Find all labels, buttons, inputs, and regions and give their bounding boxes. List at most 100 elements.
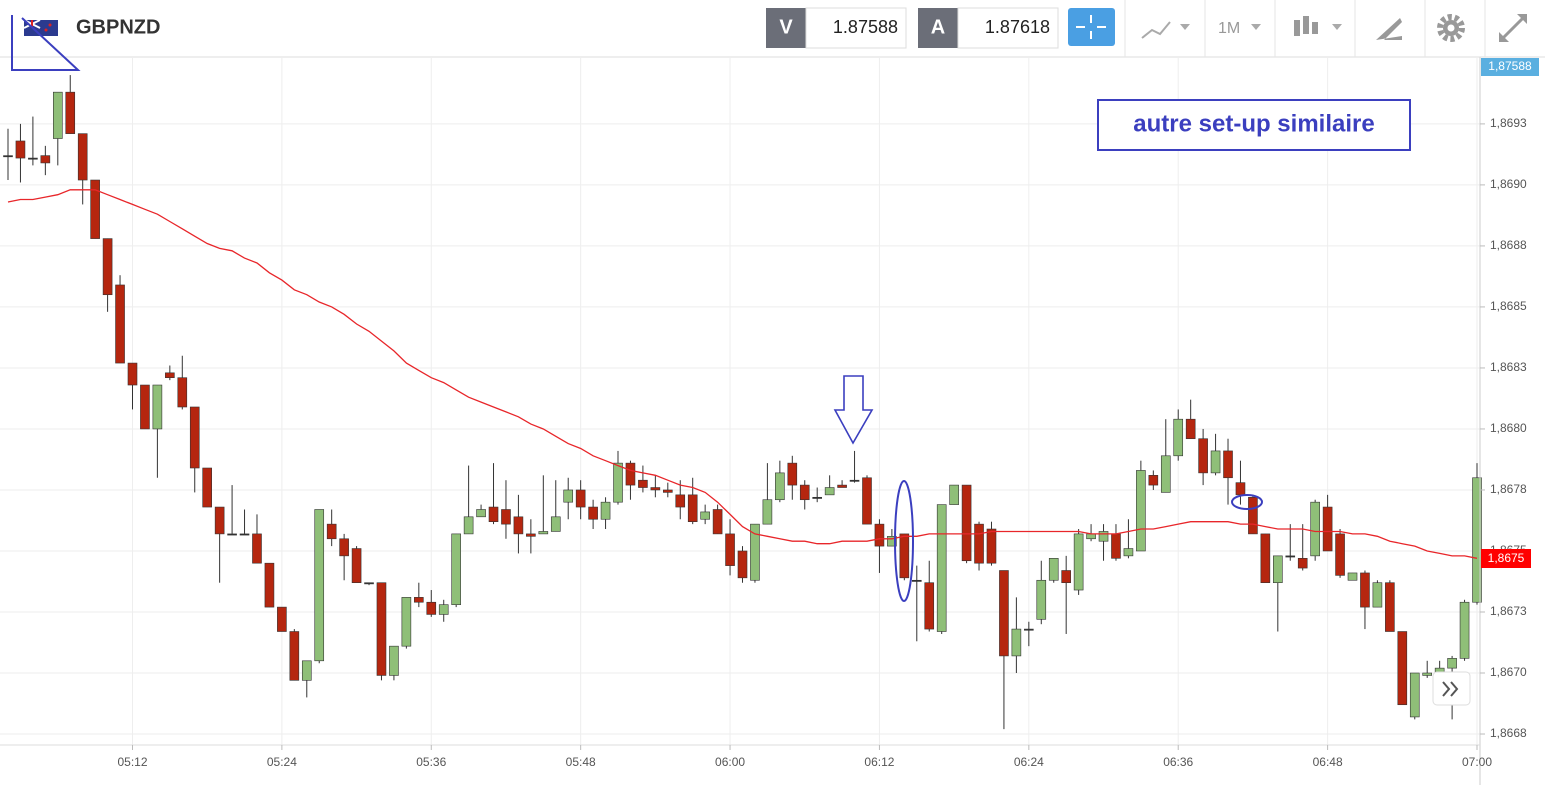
candle-body (1210, 450, 1221, 474)
candle-body (314, 509, 325, 662)
candle-body (849, 479, 860, 482)
candle-body (364, 582, 374, 585)
candle-body (1297, 558, 1308, 569)
candle-body (189, 406, 200, 469)
y-tick-label: 1,8688 (1490, 238, 1527, 252)
scroll-button[interactable] (1432, 671, 1471, 706)
y-tick-label: 1,8683 (1490, 360, 1527, 374)
candle-body (90, 179, 100, 239)
candle-body (488, 506, 499, 522)
drawing-button[interactable] (1376, 18, 1402, 40)
candle-body (1148, 475, 1159, 486)
candle-body (538, 531, 549, 535)
candle-body (799, 484, 810, 501)
x-tick-label: 06:24 (1014, 755, 1044, 769)
candle-body (887, 536, 897, 547)
candle-body (899, 533, 910, 579)
candle-body (1385, 582, 1395, 632)
candle-body (1285, 555, 1296, 558)
crosshair-button[interactable] (1068, 8, 1115, 46)
y-tick-label: 1,8670 (1490, 665, 1527, 679)
candle-body (588, 506, 598, 520)
y-tick-label: 1,8693 (1490, 116, 1527, 130)
candle-body (202, 467, 212, 508)
candle-body (613, 462, 623, 503)
y-tick-label: 1,8678 (1490, 482, 1527, 496)
x-tick-label: 05:12 (117, 755, 147, 769)
candle-body (1024, 628, 1034, 631)
x-tick-label: 07:00 (1462, 755, 1492, 769)
candle-body (1322, 506, 1333, 552)
annotation-text: autre set-up similaire (1133, 110, 1374, 137)
candle-body (252, 533, 262, 564)
candle-body (77, 133, 88, 181)
candle-body (974, 523, 984, 564)
candle-body (1061, 570, 1071, 584)
fullscreen-button[interactable] (1499, 14, 1527, 42)
candle-body (1073, 533, 1084, 591)
price-tag-label: 1,87588 (1488, 59, 1532, 73)
settings-button[interactable] (1437, 14, 1465, 42)
candle-body (52, 91, 63, 139)
candle-body (152, 384, 163, 430)
candle-body (1123, 548, 1134, 557)
candle-body (1198, 438, 1208, 474)
candle-body (239, 533, 250, 536)
x-tick-label: 06:48 (1313, 755, 1343, 769)
candle-body (289, 631, 300, 681)
candle-body (1260, 533, 1271, 584)
symbol[interactable]: GBPNZD (76, 16, 160, 38)
candle-body (1409, 672, 1420, 718)
candle-body (1422, 672, 1433, 676)
candle-body (1347, 572, 1358, 581)
candle-body (1335, 533, 1345, 576)
candle-body (961, 484, 972, 562)
ask-button[interactable] (918, 8, 958, 48)
candle-body (1086, 533, 1096, 540)
overlay-line (7, 189, 1478, 559)
y-tick-label: 1,8668 (1490, 726, 1527, 740)
candle-body (1360, 572, 1370, 608)
candle-body (1223, 450, 1233, 479)
candle-body (911, 579, 922, 582)
y-tick-label: 1,8673 (1490, 604, 1527, 618)
candle-body (1048, 558, 1059, 581)
candle-body (824, 487, 835, 496)
candle-body (725, 533, 735, 566)
chart-type-button[interactable] (1141, 21, 1190, 39)
candle-body (102, 238, 113, 296)
candle-body (1310, 501, 1320, 557)
candle-body (414, 597, 424, 603)
candle-body (140, 384, 150, 430)
bid-button[interactable] (766, 8, 806, 48)
candle-body (165, 372, 175, 379)
timeframe[interactable]: 1M (1218, 20, 1240, 37)
candle-body (1011, 628, 1022, 657)
candle-body (737, 550, 748, 579)
plot-area (0, 58, 1482, 745)
annotation-box (1097, 99, 1411, 151)
x-tick-label: 06:36 (1163, 755, 1193, 769)
candle-body (476, 509, 486, 518)
candle-body (750, 523, 760, 581)
candle-body (1397, 631, 1408, 706)
x-tick-label: 05:36 (416, 755, 446, 769)
candle-body (15, 140, 26, 159)
bid-label: V (779, 16, 793, 38)
candle-body (227, 533, 237, 536)
candle-body (1235, 482, 1246, 496)
candle-body (526, 533, 536, 537)
candle-body (550, 516, 561, 532)
candle-body (762, 499, 773, 525)
candle-body (575, 489, 586, 508)
candle-body (663, 489, 673, 493)
candle-type-button[interactable] (1294, 16, 1342, 36)
candle-body (949, 484, 959, 505)
bid-box (805, 7, 907, 49)
candle-body (3, 155, 13, 158)
candle-body (1248, 496, 1258, 535)
candle-body (1136, 470, 1146, 552)
candle-body (687, 494, 698, 522)
candle-body (214, 506, 225, 535)
